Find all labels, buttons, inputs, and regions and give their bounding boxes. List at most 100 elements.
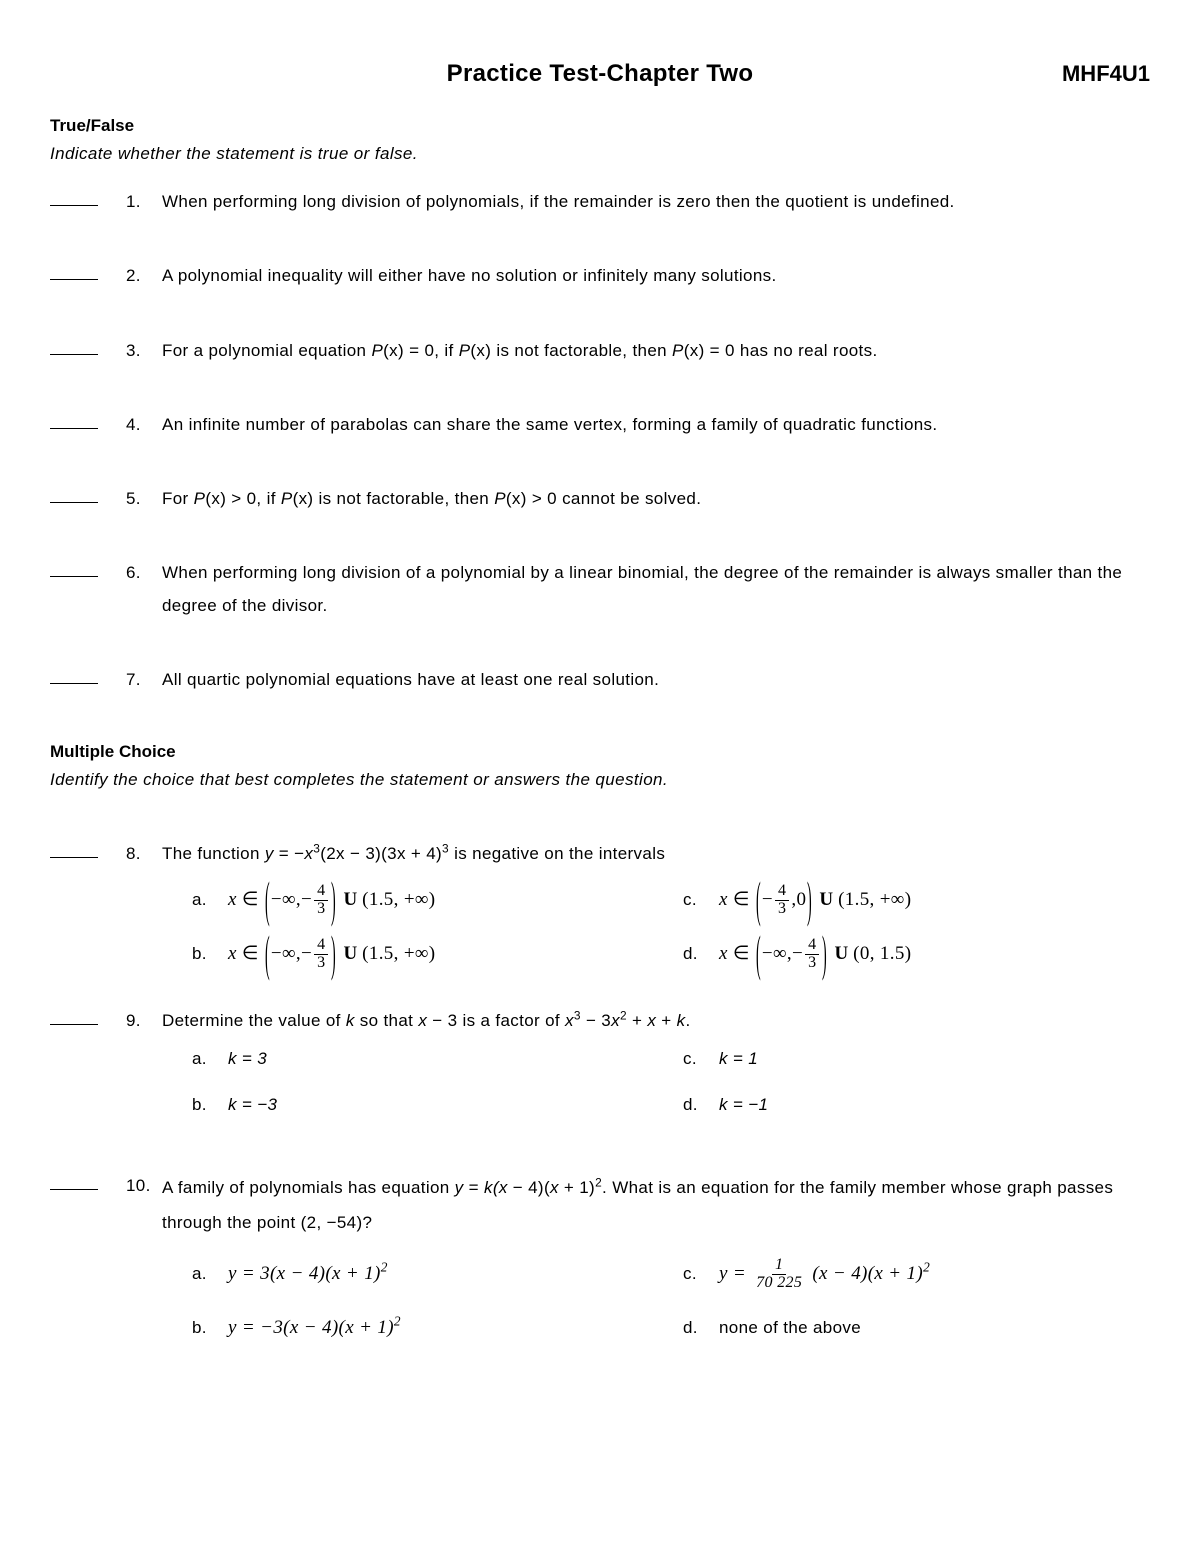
course-code: MHF4U1 xyxy=(1010,61,1150,87)
tf-item: 1. When performing long division of poly… xyxy=(50,186,1150,218)
choice-grid: a. k = 3 c.k = 1 b.k = −3 d. k = −1 xyxy=(192,1043,1150,1122)
choice-label: c. xyxy=(683,884,705,916)
spacer xyxy=(50,1150,1150,1170)
question-number: 7. xyxy=(126,664,162,696)
choice-text: k = 3 xyxy=(228,1043,267,1075)
answer-blank[interactable] xyxy=(50,190,98,206)
question-number: 6. xyxy=(126,557,162,622)
choice-text: none of the above xyxy=(719,1312,861,1344)
math-var: x xyxy=(304,844,313,863)
choice-label: a. xyxy=(192,1258,214,1290)
question-number: 8. xyxy=(126,838,162,976)
answer-blank[interactable] xyxy=(50,339,98,355)
mc-item: 10. A family of polynomials has equation… xyxy=(50,1170,1150,1351)
question-stem: The function y = −x3(2x − 3)(3x + 4)3 is… xyxy=(162,838,1150,870)
choice-label: d. xyxy=(683,1312,705,1344)
choice-label: c. xyxy=(683,1043,705,1075)
math-var: P xyxy=(371,341,383,360)
spacer xyxy=(50,812,1150,838)
text-part: (x) = 0, if xyxy=(383,341,459,360)
answer-blank[interactable] xyxy=(50,668,98,684)
answer-blank[interactable] xyxy=(50,264,98,280)
mc-instructions: Identify the choice that best completes … xyxy=(50,770,1150,790)
choice-label: d. xyxy=(683,938,705,970)
question-number: 1. xyxy=(126,186,162,218)
page-title: Practice Test-Chapter Two xyxy=(190,60,1010,88)
choice-c: c. y = 170 225 (x − 4)(x + 1)2 xyxy=(683,1251,1150,1297)
question-body: A family of polynomials has equation y =… xyxy=(162,1170,1150,1351)
tf-item: 6. When performing long division of a po… xyxy=(50,557,1150,622)
question-number: 5. xyxy=(126,483,162,515)
text-part: (2x − 3)(3x + 4) xyxy=(320,844,442,863)
exponent: 3 xyxy=(442,842,449,856)
mc-item: 9. Determine the value of k so that x − … xyxy=(50,1005,1150,1122)
question-text: An infinite number of parabolas can shar… xyxy=(162,409,1150,441)
answer-blank[interactable] xyxy=(50,1009,98,1025)
math-var: P xyxy=(281,489,293,508)
choice-label: a. xyxy=(192,884,214,916)
choice-label: d. xyxy=(683,1089,705,1121)
math-expr: x xyxy=(565,1011,574,1030)
choice-grid: a.y = 3(x − 4)(x + 1)2 c. y = 170 225 (x … xyxy=(192,1251,1150,1351)
choice-d: d. x ∈ (−∞,−43)U(0, 1.5) xyxy=(683,931,1150,977)
math-var: y xyxy=(455,1178,464,1197)
answer-blank[interactable] xyxy=(50,413,98,429)
choice-label: c. xyxy=(683,1258,705,1290)
text-part: Determine the value of xyxy=(162,1011,346,1030)
math-var: P xyxy=(459,341,471,360)
text-part: is negative on the intervals xyxy=(449,844,665,863)
tf-item: 3. For a polynomial equation P(x) = 0, i… xyxy=(50,335,1150,367)
question-text: All quartic polynomial equations have at… xyxy=(162,664,1150,696)
answer-blank[interactable] xyxy=(50,842,98,858)
question-number: 2. xyxy=(126,260,162,292)
choice-text: k = −1 xyxy=(719,1089,768,1121)
tf-heading: True/False xyxy=(50,116,1150,136)
math-var: y xyxy=(265,844,274,863)
choice-b: b.y = −3(x − 4)(x + 1)2 xyxy=(192,1305,659,1351)
choice-label: b. xyxy=(192,1312,214,1344)
choice-a: a.y = 3(x − 4)(x + 1)2 xyxy=(192,1251,659,1297)
question-number: 9. xyxy=(126,1005,162,1122)
text-part: (x) = 0 has no real roots. xyxy=(684,341,878,360)
answer-blank[interactable] xyxy=(50,561,98,577)
text-part: The function xyxy=(162,844,265,863)
choice-grid: a. x ∈ (−∞,−43)U(1.5, +∞) c. x ∈ (−43,0)… xyxy=(192,877,1150,977)
choice-d: d. k = −1 xyxy=(683,1089,1150,1121)
question-text: A polynomial inequality will either have… xyxy=(162,260,1150,292)
choice-math: x ∈ (−∞,−43)U(0, 1.5) xyxy=(719,936,911,972)
question-body: Determine the value of k so that x − 3 i… xyxy=(162,1005,1150,1122)
tf-instructions: Indicate whether the statement is true o… xyxy=(50,144,1150,164)
math-var: k xyxy=(346,1011,355,1030)
choice-d: d. none of the above xyxy=(683,1305,1150,1351)
answer-blank[interactable] xyxy=(50,1174,98,1190)
text-part: (x) is not factorable, then xyxy=(293,489,495,508)
question-number: 3. xyxy=(126,335,162,367)
choice-label: a. xyxy=(192,1043,214,1075)
page-header: Practice Test-Chapter Two MHF4U1 xyxy=(50,60,1150,88)
mc-heading: Multiple Choice xyxy=(50,742,1150,762)
choice-math: x ∈ (−∞,−43)U(1.5, +∞) xyxy=(228,882,436,918)
question-text: When performing long division of polynom… xyxy=(162,186,1150,218)
tf-item: 7. All quartic polynomial equations have… xyxy=(50,664,1150,696)
choice-math: y = 170 225 (x − 4)(x + 1)2 xyxy=(719,1256,930,1292)
text-part: (x) > 0, if xyxy=(205,489,281,508)
question-stem: Determine the value of k so that x − 3 i… xyxy=(162,1005,1150,1037)
choice-text: k = −3 xyxy=(228,1089,277,1121)
tf-item: 2. A polynomial inequality will either h… xyxy=(50,260,1150,292)
text-part: A family of polynomials has equation xyxy=(162,1178,455,1197)
choice-a: a. k = 3 xyxy=(192,1043,659,1075)
tf-item: 5. For P(x) > 0, if P(x) is not factorab… xyxy=(50,483,1150,515)
choice-b: b.k = −3 xyxy=(192,1089,659,1121)
text-part: so that xyxy=(355,1011,419,1030)
text-part: (x) is not factorable, then xyxy=(470,341,672,360)
text-part: For xyxy=(162,489,194,508)
exponent: 2 xyxy=(620,1008,627,1022)
choice-math: x ∈ (−43,0)U(1.5, +∞) xyxy=(719,882,911,918)
choice-c: c.k = 1 xyxy=(683,1043,1150,1075)
text-part: = xyxy=(464,1178,484,1197)
question-text: For P(x) > 0, if P(x) is not factorable,… xyxy=(162,483,1150,515)
choice-label: b. xyxy=(192,938,214,970)
text-part: For a polynomial equation xyxy=(162,341,371,360)
answer-blank[interactable] xyxy=(50,487,98,503)
math-var: P xyxy=(672,341,684,360)
